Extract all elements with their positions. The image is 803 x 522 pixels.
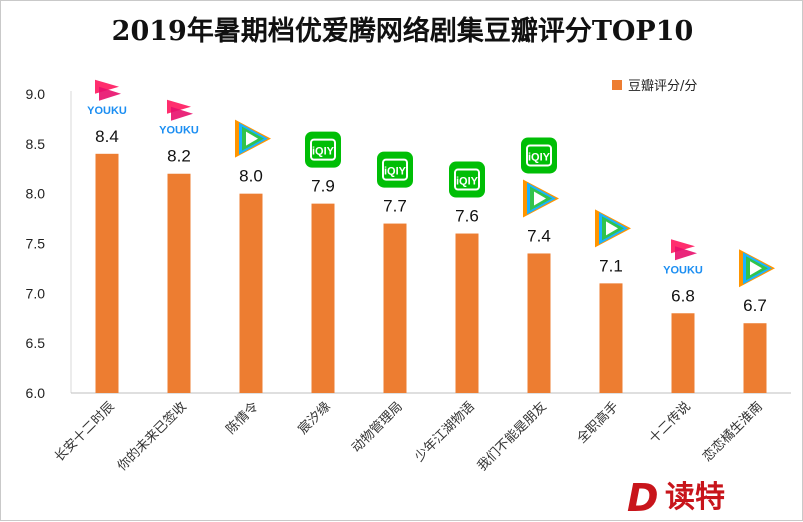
y-tick-label: 9.0: [26, 86, 46, 102]
bar: [743, 323, 767, 393]
category-label: 少年江湖物语: [412, 399, 478, 465]
iqiyi-logo-icon: iQIY: [521, 137, 557, 174]
data-label: 7.1: [599, 256, 623, 275]
category-label: 陈情令: [223, 399, 262, 438]
y-tick-label: 6.0: [26, 385, 46, 401]
watermark-text: 读特: [665, 480, 725, 515]
y-tick-label: 8.0: [26, 186, 46, 202]
data-label: 8.0: [239, 167, 263, 186]
svg-text:YOUKU: YOUKU: [87, 105, 127, 117]
svg-text:YOUKU: YOUKU: [159, 125, 199, 137]
data-label: 6.8: [671, 286, 695, 305]
bar: [527, 253, 551, 393]
svg-text:iQIY: iQIY: [456, 176, 479, 188]
bar: [383, 223, 407, 393]
legend-swatch: [612, 80, 622, 90]
svg-text:iQIY: iQIY: [312, 146, 335, 158]
y-tick-label: 7.5: [26, 236, 46, 252]
iqiyi-logo-icon: iQIY: [377, 151, 413, 188]
data-label: 8.4: [95, 127, 119, 146]
tencent-video-logo-icon: [595, 209, 631, 248]
category-label: 宸汐缘: [295, 399, 334, 438]
watermark-mark: D: [627, 476, 659, 520]
tencent-video-logo-icon: [739, 249, 775, 288]
y-tick-label: 8.5: [26, 136, 46, 152]
category-label: 我们不能是朋友: [474, 399, 550, 475]
tencent-video-logo-icon: [523, 179, 559, 218]
bar: [671, 313, 695, 393]
youku-logo-icon: YOUKU: [87, 79, 127, 117]
category-label: 动物管理局: [349, 399, 406, 456]
youku-logo-icon: YOUKU: [159, 99, 199, 137]
data-label: 7.4: [527, 226, 551, 245]
y-tick-label: 7.0: [26, 285, 46, 301]
legend-label: 豆瓣评分/分: [628, 79, 697, 94]
iqiyi-logo-icon: iQIY: [305, 131, 341, 168]
y-tick-label: 6.5: [26, 335, 46, 351]
svg-text:iQIY: iQIY: [528, 151, 551, 163]
svg-text:iQIY: iQIY: [384, 166, 407, 178]
category-label: 十二传说: [646, 399, 693, 446]
category-label: 恋恋橘生淮南: [699, 399, 765, 465]
category-label: 全职高手: [574, 399, 622, 447]
bar: [311, 203, 335, 393]
category-label: 长安十二时辰: [52, 399, 118, 465]
bar: [239, 193, 263, 393]
tencent-video-logo-icon: [235, 119, 271, 158]
data-label: 6.7: [743, 296, 767, 315]
bar: [167, 173, 191, 393]
data-label: 7.9: [311, 177, 335, 196]
youku-logo-icon: YOUKU: [663, 239, 703, 276]
category-label: 你的未来已签收: [114, 399, 190, 475]
bar: [599, 283, 623, 393]
data-label: 7.6: [455, 207, 479, 226]
svg-text:YOUKU: YOUKU: [663, 264, 703, 276]
chart-title: 2019年暑期档优爱腾网络剧集豆瓣评分TOP10: [111, 16, 694, 47]
watermark-logo: D 读特: [627, 476, 725, 520]
iqiyi-logo-icon: iQIY: [449, 161, 485, 198]
data-label: 7.7: [383, 197, 407, 216]
bar: [455, 233, 479, 393]
data-label: 8.2: [167, 147, 191, 166]
bar: [95, 153, 119, 393]
